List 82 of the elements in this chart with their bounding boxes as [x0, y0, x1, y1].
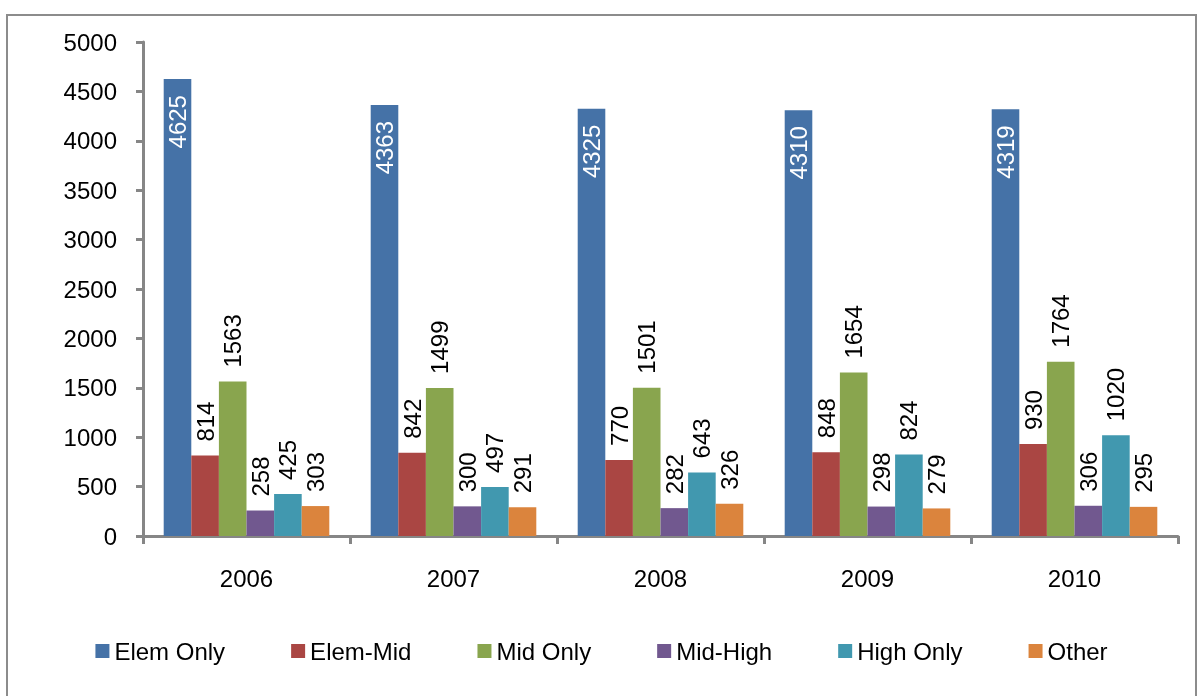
data-label: 300 — [453, 452, 481, 493]
bar — [274, 494, 302, 536]
x-tick-label: 2009 — [840, 564, 895, 592]
x-tick-label: 2008 — [633, 564, 688, 592]
data-label: 303 — [302, 452, 329, 493]
data-label: 770 — [605, 405, 633, 446]
legend-label: Other — [1047, 637, 1108, 665]
bar — [577, 108, 606, 536]
data-label: 1654 — [840, 305, 868, 359]
bar — [1074, 505, 1103, 536]
data-label: 326 — [716, 449, 743, 490]
data-label: 425 — [274, 439, 302, 481]
bar — [784, 110, 813, 536]
data-label: 295 — [1130, 452, 1157, 493]
bar — [1046, 361, 1075, 536]
data-label: 643 — [688, 418, 716, 459]
y-tick-label: 3500 — [63, 176, 117, 204]
data-label: 291 — [509, 453, 536, 494]
bar — [1019, 444, 1047, 536]
data-label: 306 — [1074, 451, 1102, 492]
bar — [246, 510, 275, 536]
bar — [1129, 506, 1158, 536]
data-label: 282 — [660, 454, 688, 495]
bar — [163, 79, 192, 536]
data-label: 4310 — [785, 126, 812, 180]
legend-label: Elem Only — [114, 637, 226, 665]
legend-label: Mid-High — [676, 637, 773, 665]
bar — [1102, 435, 1130, 536]
x-tick-label: 2006 — [219, 564, 274, 592]
data-label: 497 — [481, 432, 509, 473]
legend-label: Mid Only — [496, 637, 592, 665]
data-label: 258 — [246, 456, 274, 497]
y-tick-label: 1500 — [63, 374, 117, 402]
data-label: 1501 — [633, 320, 661, 374]
x-tick-label: 2010 — [1047, 564, 1102, 592]
legend-label: Elem-Mid — [310, 637, 412, 665]
bar — [715, 503, 744, 536]
data-label: 4363 — [371, 120, 398, 175]
bar — [605, 459, 633, 536]
data-label: 842 — [398, 398, 426, 439]
data-label: 848 — [812, 398, 840, 439]
data-label: 824 — [895, 400, 923, 441]
bar — [508, 507, 537, 536]
y-tick-label: 3000 — [63, 226, 117, 254]
bar — [812, 452, 840, 536]
bar — [301, 506, 330, 536]
y-tick-label: 4500 — [63, 77, 117, 105]
y-tick-label: 5000 — [63, 28, 117, 56]
data-label: 1499 — [426, 320, 454, 374]
bar — [481, 486, 509, 536]
bar — [398, 452, 426, 536]
bar — [218, 381, 247, 536]
bar — [895, 454, 923, 536]
data-label: 814 — [191, 401, 219, 442]
bar — [425, 387, 454, 536]
y-tick-label: 1000 — [63, 423, 117, 451]
data-label: 1563 — [219, 314, 247, 368]
bar — [922, 508, 951, 536]
data-label: 279 — [923, 454, 950, 495]
data-label: 930 — [1019, 390, 1047, 431]
data-label: 1020 — [1102, 367, 1130, 422]
data-label: 4325 — [578, 124, 605, 179]
y-tick-label: 4000 — [63, 127, 117, 155]
bar — [453, 506, 482, 536]
bar — [991, 109, 1020, 536]
bar — [370, 104, 399, 536]
bar — [688, 472, 716, 536]
bar — [839, 372, 868, 536]
bar — [191, 455, 219, 536]
data-label: 298 — [867, 452, 895, 493]
bar — [867, 506, 896, 536]
x-tick-label: 2007 — [426, 564, 481, 592]
data-label: 1764 — [1047, 294, 1075, 348]
y-tick-label: 0 — [103, 522, 117, 550]
data-label: 4319 — [992, 125, 1019, 179]
y-tick-label: 2500 — [63, 275, 117, 303]
legend-label: High Only — [857, 637, 963, 665]
y-tick-label: 500 — [76, 473, 117, 501]
data-label: 4625 — [164, 95, 191, 149]
y-tick-label: 2000 — [63, 324, 117, 352]
bar — [632, 387, 661, 536]
bar — [660, 508, 689, 536]
